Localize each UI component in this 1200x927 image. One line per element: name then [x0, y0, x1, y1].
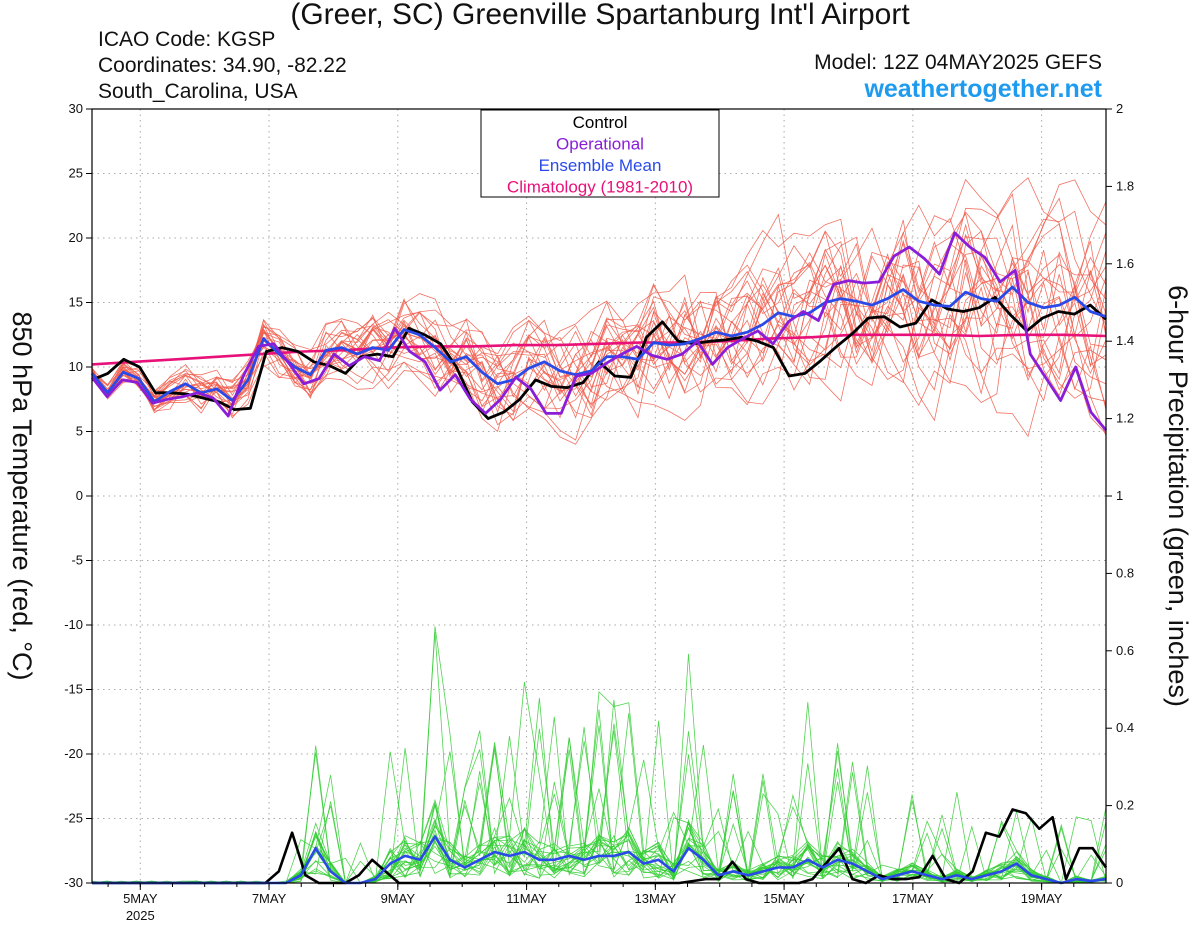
y2-tick-label: 0.8 [1116, 565, 1134, 580]
icao-code: ICAO Code: KGSP [98, 28, 276, 51]
coordinates: Coordinates: 34.90, -82.22 [98, 54, 347, 77]
y-tick-label: 25 [69, 166, 83, 181]
x-tick-label: 7MAY [252, 891, 287, 906]
y2-tick-label: 1.2 [1116, 411, 1134, 426]
precip-member-line [92, 631, 1107, 884]
temp-climatology-line [91, 333, 1107, 366]
y-axis-label: 850 hPa Temperature (red, °C) [7, 312, 37, 681]
temp-member-line [91, 197, 1107, 421]
series-lines [90, 231, 1108, 885]
y2-tick-label: 0 [1116, 875, 1123, 890]
y2-tick-label: 1.4 [1116, 333, 1134, 348]
y-tick-label: -10 [64, 617, 83, 632]
y2-tick-label: 0.2 [1116, 798, 1134, 813]
legend-entry: Ensemble Mean [539, 156, 662, 175]
temp-member-line [91, 223, 1107, 426]
y2-tick-label: 1 [1116, 488, 1123, 503]
y2-axis-label: 6-hour Precipitation (green, inches) [1163, 285, 1193, 707]
x-tick-label: 13MAY [634, 891, 676, 906]
precip-member-line [92, 759, 1107, 884]
y-tick-label: -5 [71, 553, 83, 568]
y2-tick-label: 1.6 [1116, 256, 1134, 271]
x-tick-label: 15MAY [763, 891, 805, 906]
chart-title: (Greer, SC) Greenville Spartanburg Int'l… [290, 0, 910, 31]
legend: Control Operational Ensemble Mean Climatolo… [480, 109, 720, 198]
y-tick-label: -25 [64, 811, 83, 826]
y-tick-label: 10 [69, 359, 83, 374]
x-tick-label: 9MAY [381, 891, 416, 906]
y-tick-label: -15 [64, 682, 83, 697]
x-year-label: 2025 [126, 908, 155, 923]
x-tick-label: 5MAY [123, 891, 158, 906]
y-tick-label: 15 [69, 295, 83, 310]
temp-operational-line [90, 231, 1108, 432]
y-tick-label: -20 [64, 746, 83, 761]
y2-tick-label: 2 [1116, 101, 1123, 116]
y-tick-label: 20 [69, 230, 83, 245]
precip-member-line [92, 781, 1107, 884]
y-tick-label: -30 [64, 875, 83, 890]
y-tick-label: 0 [76, 488, 83, 503]
y2-tick-label: 0.4 [1116, 720, 1134, 735]
model-run: Model: 12Z 04MAY2025 GEFS [814, 51, 1102, 74]
temp-member-line [91, 219, 1107, 413]
temp-member-line [91, 178, 1107, 414]
precip-member-line [91, 626, 1107, 884]
x-tick-label: 19MAY [1021, 891, 1063, 906]
temp-member-line [91, 230, 1107, 438]
grid [92, 109, 1106, 883]
x-tick-label: 11MAY [506, 891, 547, 906]
temp-member-line [91, 230, 1107, 401]
y2-tick-label: 0.6 [1116, 643, 1134, 658]
region: South_Carolina, USA [98, 80, 298, 103]
temp-control-line [91, 295, 1107, 420]
legend-entry: Operational [556, 135, 644, 154]
x-tick-label: 17MAY [892, 891, 934, 906]
legend-entry: Climatology (1981-2010) [507, 178, 693, 197]
temp-member-line [91, 223, 1107, 407]
temp-member-line [91, 179, 1107, 406]
legend-entry: Control [573, 113, 628, 132]
ensemble-members [91, 177, 1107, 884]
y-tick-label: 5 [76, 424, 83, 439]
site-link[interactable]: weathertogether.net [864, 75, 1102, 103]
axes: 302520151050-5-10-15-20-25-3021.81.61.41… [64, 101, 1134, 923]
legend-box [480, 109, 720, 198]
precip-member-line [92, 782, 1107, 884]
temp-member-line [91, 242, 1107, 433]
y-tick-label: 30 [69, 101, 83, 116]
y2-tick-label: 1.8 [1116, 178, 1134, 193]
